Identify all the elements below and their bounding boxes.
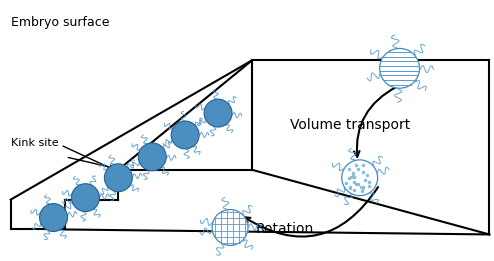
- Circle shape: [342, 160, 377, 196]
- Text: Embryo surface: Embryo surface: [11, 16, 109, 29]
- Circle shape: [72, 184, 99, 212]
- Circle shape: [171, 121, 199, 149]
- Circle shape: [379, 49, 419, 88]
- Circle shape: [138, 143, 166, 171]
- Text: Rotation: Rotation: [256, 222, 314, 235]
- Circle shape: [212, 210, 248, 245]
- Circle shape: [204, 99, 232, 127]
- Circle shape: [40, 204, 68, 232]
- Text: Volume transport: Volume transport: [290, 118, 410, 132]
- Text: Kink site: Kink site: [11, 138, 58, 148]
- Circle shape: [104, 164, 132, 192]
